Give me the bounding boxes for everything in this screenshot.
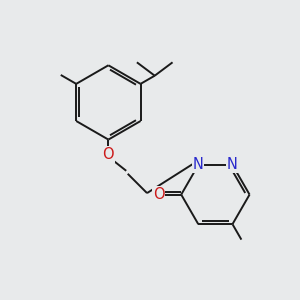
Text: N: N [227,158,238,172]
Text: O: O [153,187,165,202]
Text: O: O [103,147,114,162]
Text: N: N [193,158,204,172]
